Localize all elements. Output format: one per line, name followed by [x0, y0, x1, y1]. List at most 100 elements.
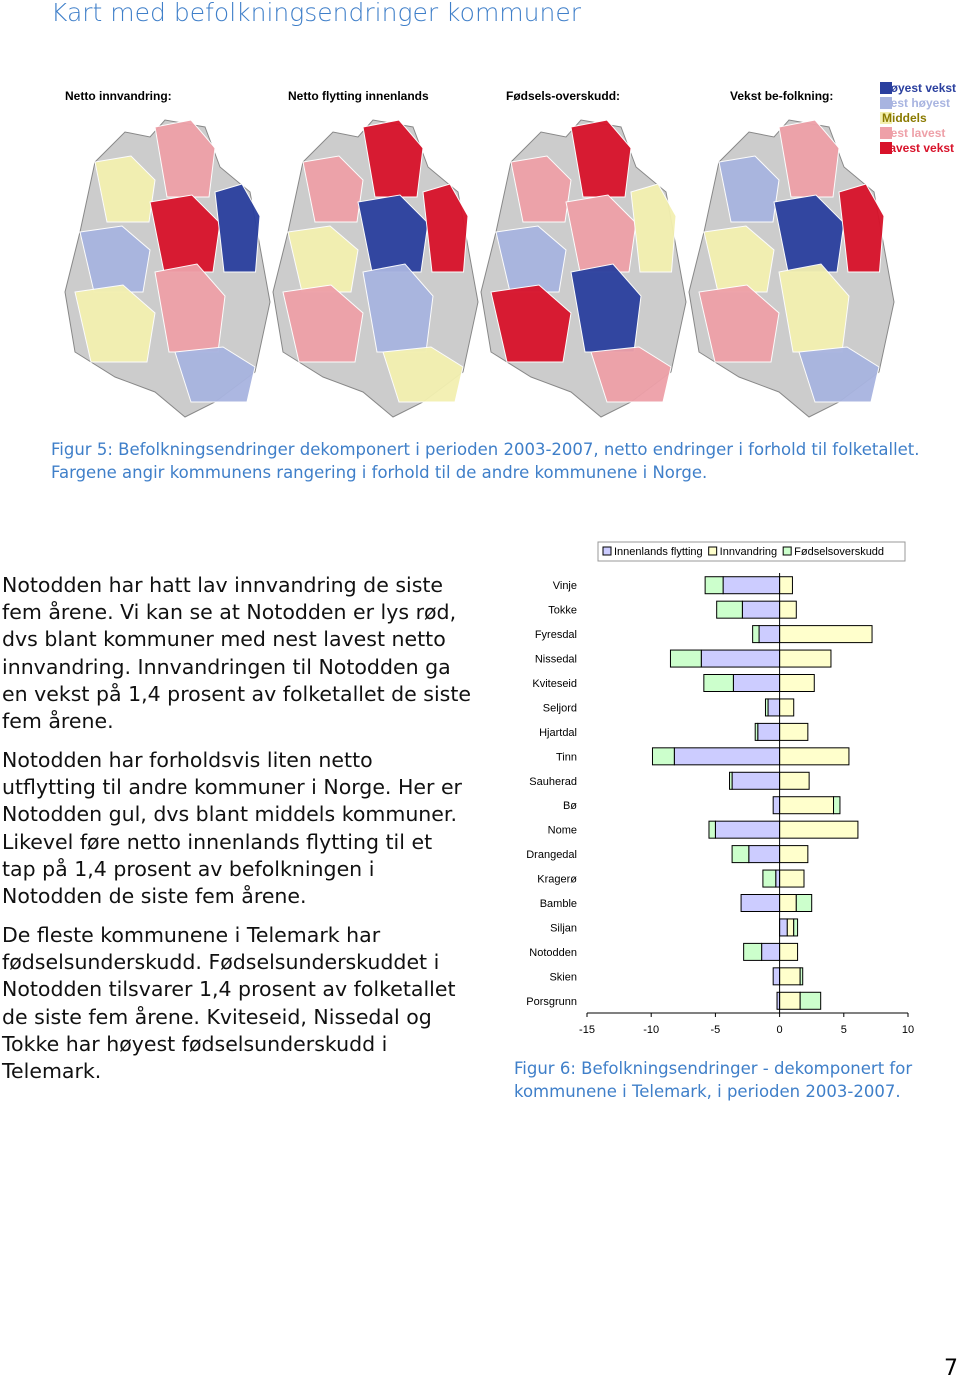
map-figure: Netto innvandring: Netto flytting innenla…: [50, 72, 960, 424]
map-panel-heading: Fødsels-overskudd:: [506, 89, 620, 103]
bar: [714, 820, 781, 839]
y-tick-label: Siljan: [550, 922, 577, 934]
map-region: [154, 263, 226, 353]
y-tick-label: Vinje: [553, 580, 577, 592]
bar: [779, 942, 799, 961]
y-tick-label: Bamble: [540, 898, 577, 910]
bar: [757, 722, 781, 741]
bar: [786, 918, 795, 937]
legend-swatch: [602, 546, 612, 556]
bar: [779, 894, 797, 912]
bar: [669, 649, 702, 668]
map-region: [382, 346, 464, 403]
map-region: [630, 183, 677, 273]
bar: [779, 991, 801, 1010]
bar: [779, 674, 815, 692]
bar: [775, 869, 781, 888]
map-region: [94, 155, 156, 223]
map-region: [362, 263, 434, 353]
legend-box: [597, 541, 906, 562]
bar: [779, 845, 809, 864]
figure-caption: Figur 6: Befolkningsendringer - dekompon…: [514, 1059, 913, 1101]
bar: [673, 747, 781, 766]
bar: [799, 967, 804, 986]
page-number: 7: [944, 1356, 958, 1381]
bar: [795, 894, 813, 912]
bar: [779, 722, 809, 741]
y-tick-label: Kviteseid: [532, 678, 577, 690]
x-tick-label: -5: [711, 1024, 721, 1036]
bar: [764, 698, 769, 717]
legend-label: Høyest vekst: [882, 81, 956, 95]
figure-caption: Figur 5: Befolkningsendringer dekomponer…: [51, 440, 920, 482]
map-region: [778, 119, 840, 198]
map-region: [838, 183, 885, 273]
bar-chart: -15 -10 -5 0 5 10 Vinje Tokke Fyresdal Nissedal Kv…: [526, 541, 914, 1036]
bar: [779, 576, 793, 595]
x-tick-label: 0: [777, 1024, 783, 1036]
bar: [833, 796, 841, 815]
map-region: [590, 346, 672, 403]
y-tick-label: Skien: [549, 971, 577, 983]
bar: [752, 625, 760, 644]
legend-swatch: [880, 112, 892, 124]
y-tick-label: Nissedal: [535, 654, 577, 666]
map-region: [282, 284, 364, 363]
legend-label: Middels: [882, 111, 927, 125]
map-region: [510, 155, 572, 223]
map-panel-heading: Netto flytting innenlands: [288, 89, 429, 103]
legend-swatch: [880, 97, 892, 109]
map-region: [565, 194, 637, 273]
paragraph: De fleste kommunene i Telemark har fødse…: [2, 923, 456, 1084]
y-tick-label: Drangedal: [526, 849, 577, 861]
map-panels: [64, 119, 895, 418]
bar: [779, 747, 850, 766]
map-labels: Netto innvandring: Netto flytting innenla…: [65, 81, 956, 155]
map-region: [718, 155, 780, 223]
map-region: [79, 225, 151, 293]
legend-label: Nest lavest: [882, 126, 945, 140]
page-title: Kart med befolkningsendringer kommuner: [51, 0, 581, 27]
legend-label: Innenlands flytting: [614, 546, 703, 558]
bar: [651, 747, 675, 766]
bar: [732, 674, 781, 692]
bar: [729, 771, 733, 790]
bar: [758, 625, 781, 644]
map-panel-heading: Netto innvandring:: [65, 89, 172, 103]
bar: [722, 576, 781, 595]
y-tick-label: Hjartdal: [539, 727, 577, 739]
map-region: [698, 284, 780, 363]
y-tick-label: Nome: [548, 825, 577, 837]
map-region: [174, 346, 256, 403]
x-tick-label: 10: [902, 1024, 914, 1036]
x-tick-label: 5: [841, 1024, 847, 1036]
bar: [793, 918, 799, 937]
bar: [779, 600, 797, 619]
bar: [779, 649, 832, 668]
map-region: [287, 225, 359, 293]
map-region: [495, 225, 567, 293]
legend-swatch: [880, 82, 892, 94]
bar: [700, 649, 781, 668]
legend-label: Fødselsoverskudd: [794, 546, 884, 558]
map-region: [422, 183, 469, 273]
bar: [779, 698, 795, 717]
legend-swatch: [880, 142, 892, 154]
legend-swatch: [782, 546, 792, 556]
bar: [716, 600, 743, 619]
bar: [779, 771, 810, 790]
map-region: [703, 225, 775, 293]
bar: [779, 918, 788, 937]
y-tick-label: Kragerø: [537, 874, 577, 886]
map-region: [214, 183, 261, 273]
bar: [754, 722, 759, 741]
map-region: [362, 119, 424, 198]
bar: [762, 869, 777, 888]
legend-label: Innvandring: [720, 546, 778, 558]
map-region: [773, 194, 845, 273]
bar: [708, 820, 716, 839]
bar: [703, 674, 734, 692]
paragraph: Notodden har hatt lav innvandring de sis…: [2, 573, 471, 734]
bar: [799, 991, 822, 1010]
